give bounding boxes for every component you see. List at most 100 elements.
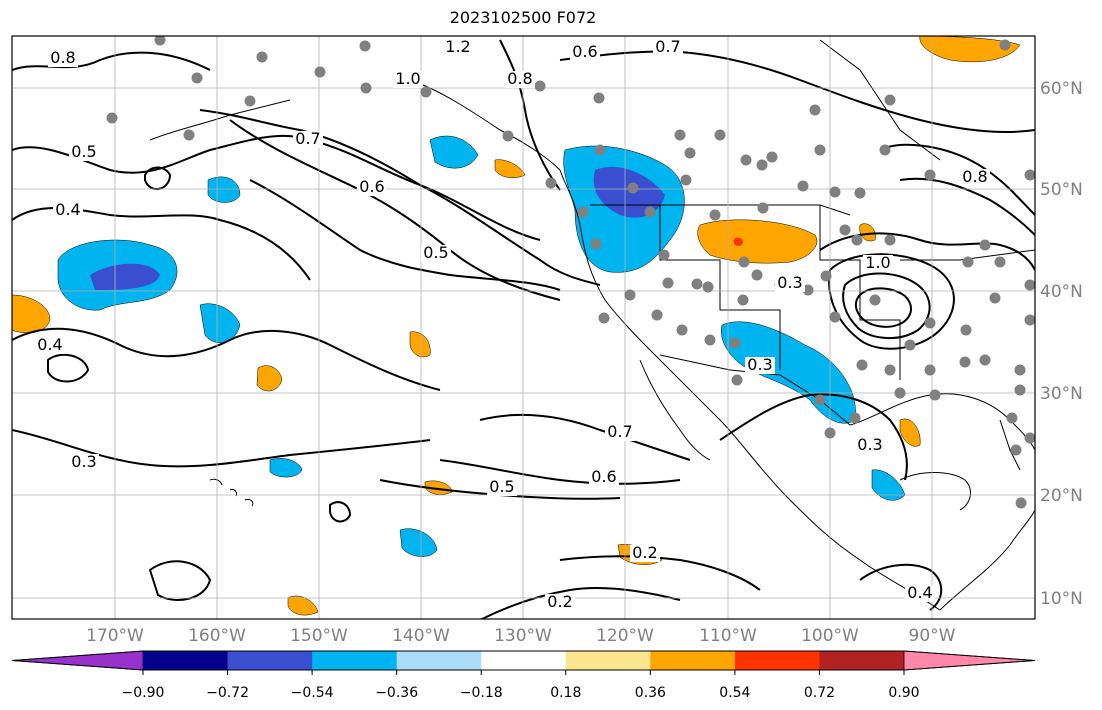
station-dot-11 bbox=[534, 80, 546, 92]
colorbar-tick-label-5: 0.18 bbox=[550, 685, 581, 701]
contour-label-16: 0.2 bbox=[632, 543, 657, 562]
colorbar-tick-label-0: −0.90 bbox=[122, 685, 165, 701]
contour-label-bg-17 bbox=[545, 594, 575, 611]
station-dot-63 bbox=[704, 334, 716, 346]
station-dot-42 bbox=[924, 317, 936, 329]
lat-label-1: 50°N bbox=[1040, 180, 1083, 200]
contour-label-bg-8 bbox=[293, 131, 323, 148]
florida-coast bbox=[999, 419, 1021, 471]
state-lines-central bbox=[819, 205, 901, 380]
station-dot-2 bbox=[359, 40, 371, 52]
contour-label-bg-16 bbox=[630, 545, 660, 562]
station-dot-24 bbox=[740, 154, 752, 166]
gulf-coast bbox=[849, 393, 1035, 451]
station-dot-69 bbox=[738, 256, 750, 268]
station-dot-30 bbox=[854, 187, 866, 199]
contour-label-17: 0.2 bbox=[547, 592, 572, 611]
contour-label-14: 0.6 bbox=[591, 467, 616, 486]
pos-region-west-edge bbox=[12, 294, 51, 334]
colorbar-segment-6 bbox=[565, 651, 651, 670]
pos-region-small-3 bbox=[494, 159, 526, 178]
contour-0.7-east-pacific bbox=[479, 413, 691, 461]
contour-0.3-mexico bbox=[719, 393, 908, 481]
station-dot-19 bbox=[658, 249, 670, 261]
contour-label-7: 0.4 bbox=[55, 200, 80, 219]
station-dot-76 bbox=[824, 427, 836, 439]
contour-label-bg-18 bbox=[775, 275, 805, 292]
contour-label-bg-4 bbox=[570, 44, 600, 61]
lon-label-4: 130°W bbox=[494, 626, 552, 646]
contour-label-19: 0.3 bbox=[857, 435, 882, 454]
contour-label-4: 0.6 bbox=[572, 42, 597, 61]
neg-region-small-1 bbox=[207, 176, 241, 203]
station-dot-39 bbox=[829, 311, 841, 323]
station-dot-47 bbox=[989, 292, 1001, 304]
station-dot-82 bbox=[999, 39, 1011, 51]
station-dot-40 bbox=[869, 294, 881, 306]
contour-label-22: 0.4 bbox=[907, 583, 932, 602]
station-dot-22 bbox=[684, 147, 696, 159]
contour-eastern-low-2 bbox=[842, 272, 931, 340]
lon-label-2: 150°W bbox=[290, 626, 348, 646]
station-dot-25 bbox=[756, 159, 768, 171]
contour-label-3: 0.8 bbox=[507, 69, 532, 88]
lon-label-7: 100°W bbox=[801, 626, 859, 646]
station-dot-35 bbox=[851, 234, 863, 246]
contour-label-bg-22 bbox=[905, 585, 935, 602]
station-dot-68 bbox=[598, 312, 610, 324]
station-dot-41 bbox=[904, 339, 916, 351]
colorbar-tick-label-6: 0.36 bbox=[635, 685, 666, 701]
contour-label-bg-6 bbox=[69, 144, 99, 161]
colorbar-segment-0 bbox=[11, 650, 144, 671]
contour-label-bg-11 bbox=[35, 337, 65, 354]
contour-0.7-gulf-alaska bbox=[199, 109, 601, 286]
station-dot-26 bbox=[766, 151, 778, 163]
contour-0.3-south bbox=[12, 429, 431, 468]
station-dot-75 bbox=[849, 412, 861, 424]
lon-label-3: 140°W bbox=[392, 626, 450, 646]
station-dot-23 bbox=[714, 129, 726, 141]
contour-eastern-low-1 bbox=[828, 253, 955, 350]
station-dot-72 bbox=[651, 309, 663, 321]
station-dot-80 bbox=[1010, 444, 1022, 456]
north-american-west-coast bbox=[559, 169, 941, 611]
pos-region-rockies bbox=[697, 219, 818, 264]
colorbar-tick-label-9: 0.90 bbox=[888, 685, 919, 701]
station-dot-49 bbox=[1024, 314, 1035, 326]
lat-label-2: 40°N bbox=[1040, 282, 1083, 302]
colorbar-segment-7 bbox=[650, 651, 736, 670]
neg-region-small-2 bbox=[199, 303, 241, 344]
station-dot-27 bbox=[809, 104, 821, 116]
latitude-tick-labels: 60°N 50°N 40°N 30°N 20°N 10°N bbox=[1040, 79, 1083, 609]
contour-0.6-north bbox=[559, 50, 1035, 133]
station-dot-34 bbox=[814, 144, 826, 156]
longitude-tick-labels: 170°W 160°W 150°W 140°W 130°W 120°W 110°W 100°W… bbox=[86, 626, 956, 646]
station-dot-17 bbox=[627, 182, 639, 194]
station-dot-3 bbox=[191, 72, 203, 84]
station-dot-36 bbox=[839, 224, 851, 236]
station-dot-6 bbox=[183, 129, 195, 141]
station-dot-70 bbox=[757, 202, 769, 214]
contour-low-closed-3 bbox=[329, 501, 352, 523]
station-dot-81 bbox=[924, 169, 936, 181]
station-dot-4 bbox=[244, 95, 256, 107]
station-dot-12 bbox=[593, 92, 605, 104]
central-america-coast bbox=[939, 509, 1035, 611]
contour-label-bg-20 bbox=[863, 255, 893, 272]
colorbar-segment-3 bbox=[312, 651, 398, 670]
colorbar-tick-labels: −0.90 −0.72 −0.54 −0.36 −0.18 0.18 0.36 0.54 0.7… bbox=[122, 670, 920, 701]
station-dot-78 bbox=[1024, 432, 1035, 444]
contour-label-11: 0.4 bbox=[37, 335, 62, 354]
station-dot-20 bbox=[680, 174, 692, 186]
neg-region-small-4 bbox=[399, 528, 438, 557]
station-dot-64 bbox=[691, 278, 703, 290]
station-dot-55 bbox=[894, 387, 906, 399]
station-dot-7 bbox=[314, 66, 326, 78]
colorbar-segment-2 bbox=[227, 651, 313, 670]
station-dot-9 bbox=[420, 86, 432, 98]
contour-label-bg-2 bbox=[393, 71, 423, 88]
colorbar-tick-label-2: −0.54 bbox=[291, 685, 334, 701]
alaska-panhandle-coast bbox=[409, 79, 561, 171]
colorbar-tick-label-3: −0.36 bbox=[375, 685, 418, 701]
hudson-outline bbox=[819, 39, 941, 161]
